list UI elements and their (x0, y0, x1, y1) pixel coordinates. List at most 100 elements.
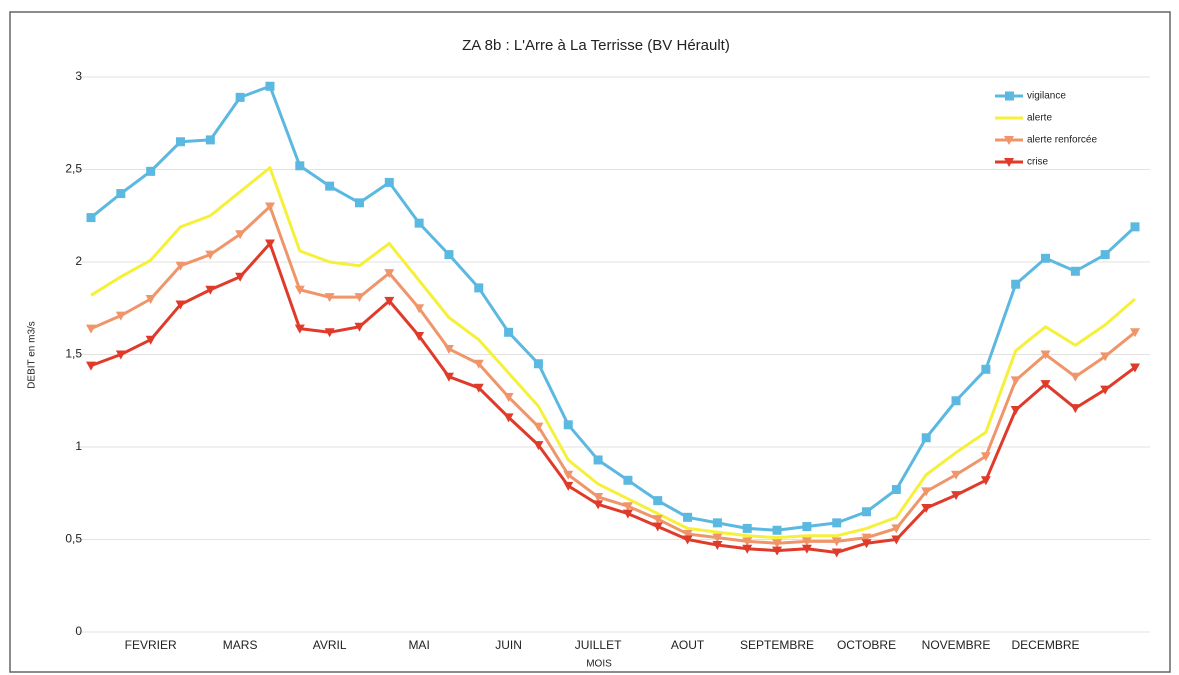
point (414, 332, 425, 341)
point (443, 372, 454, 382)
point (473, 383, 484, 393)
point (623, 475, 633, 485)
point (772, 546, 783, 556)
x-tick-label: JUIN (495, 638, 522, 652)
legend-label: vigilance (1027, 91, 1066, 102)
point (980, 452, 991, 462)
x-tick-label: JUILLET (575, 638, 622, 652)
point (533, 441, 544, 451)
y-tick-label: 0 (75, 624, 82, 638)
point (1070, 372, 1081, 382)
point (294, 324, 305, 334)
point (832, 518, 842, 528)
point (712, 541, 723, 551)
point (324, 328, 335, 338)
point (1130, 328, 1140, 338)
point (1010, 406, 1021, 415)
point (384, 296, 395, 306)
point (951, 491, 962, 501)
legend-marker (1004, 158, 1014, 167)
point (652, 522, 663, 532)
point (742, 537, 753, 547)
series-line (90, 166, 1136, 540)
point (235, 272, 246, 282)
point (115, 311, 126, 321)
y-tick-label: 1 (75, 439, 82, 453)
point (712, 518, 722, 528)
point (354, 293, 365, 303)
point (1130, 222, 1140, 232)
point (951, 470, 962, 480)
point (354, 198, 364, 208)
point (772, 525, 782, 535)
x-tick-label: NOVEMBRE (922, 638, 991, 652)
point (504, 327, 514, 337)
legend-label: crise (1027, 157, 1049, 168)
chart-title: ZA 8b : L'Arre à La Terrisse (BV Hérault… (462, 37, 730, 54)
point (1100, 250, 1110, 260)
point (235, 92, 245, 102)
point (503, 413, 514, 423)
point (1100, 352, 1111, 362)
point (951, 396, 961, 406)
point (921, 504, 932, 514)
point (1040, 380, 1051, 390)
point (682, 529, 693, 539)
point (593, 492, 604, 502)
point (503, 393, 514, 403)
point (295, 161, 305, 171)
point (115, 350, 126, 360)
x-tick-label: FEVRIER (125, 638, 177, 652)
point (205, 135, 215, 145)
point (444, 250, 454, 260)
point (652, 515, 663, 525)
point (891, 524, 902, 534)
point (145, 335, 156, 345)
point (1070, 266, 1080, 276)
point (294, 285, 305, 295)
point (831, 537, 842, 547)
point (264, 239, 275, 249)
point (414, 218, 424, 228)
point (861, 533, 872, 543)
point (831, 548, 842, 558)
point (116, 189, 126, 199)
series-line (90, 242, 1136, 554)
point (921, 433, 931, 443)
point (1041, 253, 1051, 263)
point (264, 202, 275, 212)
point (324, 293, 335, 303)
point (1040, 350, 1051, 360)
legend-label: alerte renforcée (1027, 135, 1097, 146)
point (861, 539, 872, 549)
x-tick-label: AVRIL (313, 638, 347, 652)
point (265, 81, 275, 91)
legend-marker (1004, 136, 1014, 145)
point (891, 485, 901, 495)
point (593, 455, 603, 465)
series-line (90, 84, 1137, 532)
point (384, 269, 395, 279)
point (86, 213, 96, 223)
point (205, 285, 216, 295)
point (533, 359, 543, 369)
point (1011, 279, 1021, 289)
point (175, 300, 186, 310)
x-tick-label: AOUT (671, 638, 705, 652)
point (921, 487, 932, 497)
x-tick-label: SEPTEMBRE (740, 638, 814, 652)
point (593, 500, 604, 510)
point (772, 539, 783, 549)
y-tick-label: 1,5 (65, 347, 82, 361)
point (1070, 404, 1081, 414)
point (533, 422, 544, 432)
x-tick-label: OCTOBRE (837, 638, 896, 652)
y-tick-label: 0,5 (65, 532, 82, 546)
series-line (90, 205, 1136, 545)
point (1010, 376, 1021, 386)
point (862, 507, 872, 517)
point (384, 177, 394, 187)
point (891, 535, 902, 545)
